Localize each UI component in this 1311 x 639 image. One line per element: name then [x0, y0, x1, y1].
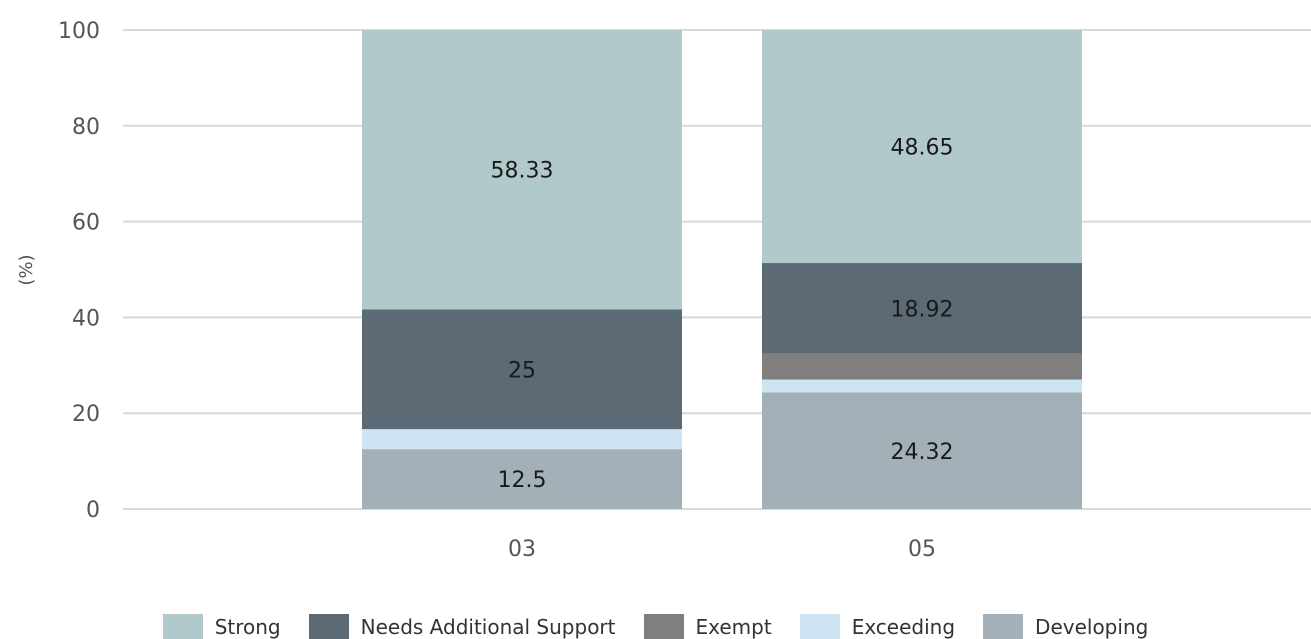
- legend-item[interactable]: Developing: [983, 614, 1148, 639]
- x-tick-label: 03: [508, 537, 536, 562]
- bar-segment: [362, 309, 682, 430]
- data-label: 24.32: [891, 440, 954, 465]
- data-label: 48.65: [891, 136, 954, 161]
- data-label: 12.5: [498, 468, 547, 493]
- bar-segment: [362, 429, 682, 450]
- x-axis: 03 05: [508, 537, 936, 562]
- legend-swatch: [799, 614, 840, 639]
- y-axis: 0 20 40 60 80 100: [58, 19, 100, 523]
- y-tick-label: 20: [72, 402, 100, 427]
- legend-swatch: [983, 614, 1024, 639]
- legend-item[interactable]: Strong: [162, 614, 281, 639]
- legend-swatch: [643, 614, 684, 639]
- legend-label: Exceeding: [851, 614, 956, 639]
- x-tick-label: 05: [908, 537, 936, 562]
- legend-label: Needs Additional Support: [360, 614, 616, 639]
- y-tick-label: 100: [58, 19, 100, 44]
- legend-item[interactable]: Exceeding: [799, 614, 956, 639]
- bar-segment: [362, 449, 682, 509]
- y-axis-label: (%): [16, 254, 37, 285]
- data-label: 18.92: [891, 297, 954, 322]
- legend-item[interactable]: Exempt: [643, 614, 772, 639]
- bar-segment: [362, 30, 682, 310]
- legend-label: Exempt: [695, 614, 772, 639]
- bar-segment: [762, 353, 1082, 380]
- y-tick-label: 40: [72, 306, 100, 331]
- gridlines: [123, 29, 1311, 510]
- bar-segment: [762, 392, 1082, 509]
- legend: Strong Needs Additional Support Exempt Exce…: [0, 614, 1311, 639]
- data-label: 58.33: [491, 159, 554, 184]
- legend-label: Developing: [1035, 614, 1149, 639]
- legend-swatch: [162, 614, 203, 639]
- bar-segment: [762, 379, 1082, 393]
- bars: 12.5 25 58.33 24.32 18.92 48.65: [362, 30, 1082, 509]
- y-tick-label: 80: [72, 115, 100, 140]
- legend-label: Strong: [214, 614, 281, 639]
- bar-segment: [762, 30, 1082, 264]
- y-tick-label: 60: [72, 211, 100, 236]
- stacked-bar-chart: 0 20 40 60 80 100 (%) 12.5 25 58.33 24.32 18.92 48…: [16, 19, 1311, 562]
- data-label: 25: [508, 358, 536, 383]
- y-tick-label: 0: [86, 498, 100, 523]
- legend-item[interactable]: Needs Additional Support: [308, 614, 616, 639]
- bar-segment: [762, 263, 1082, 354]
- legend-swatch: [308, 614, 349, 639]
